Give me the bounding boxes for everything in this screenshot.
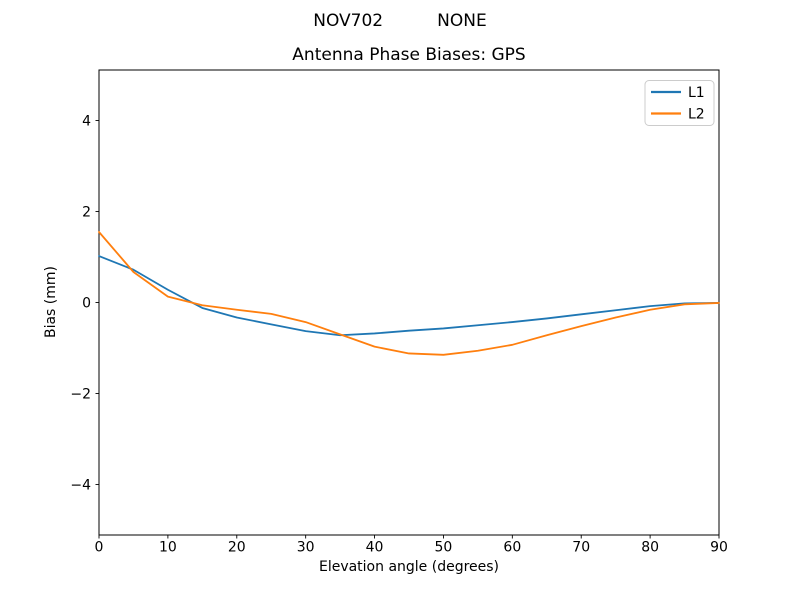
x-tick-label: 80: [641, 540, 659, 556]
legend-label-l2: L2: [688, 107, 705, 123]
legend-label-l1: L1: [688, 85, 705, 101]
x-tick-label: 90: [710, 540, 728, 556]
x-tick-label: 0: [95, 540, 104, 556]
series-lines: [98, 231, 720, 356]
plot-area: [98, 69, 720, 536]
x-tick-label: 10: [159, 540, 177, 556]
y-tick-label: −2: [70, 386, 91, 402]
series-line-l1: [98, 255, 720, 337]
x-tick-label: 70: [572, 540, 590, 556]
axes-title: Antenna Phase Biases: GPS: [292, 45, 525, 65]
x-tick-label: 50: [435, 540, 453, 556]
y-tick-label: 2: [82, 205, 91, 221]
x-tick-label: 40: [366, 540, 384, 556]
y-tick-label: −4: [70, 477, 91, 493]
y-axis-label: Bias (mm): [43, 266, 59, 338]
series-line-l2: [98, 231, 720, 356]
y-tick-label: 0: [82, 296, 91, 312]
x-tick-label: 30: [297, 540, 315, 556]
x-axis-ticks: 0 10 20 30 40 50 60 70 80 90: [95, 535, 728, 556]
x-tick-label: 60: [503, 540, 521, 556]
y-axis-ticks: −4 −2 0 2 4: [70, 114, 99, 493]
y-tick-label: 4: [82, 114, 91, 130]
x-tick-label: 20: [228, 540, 246, 556]
x-axis-label: Elevation angle (degrees): [319, 559, 499, 575]
figure-suptitle: NOV702 NONE: [313, 11, 486, 31]
